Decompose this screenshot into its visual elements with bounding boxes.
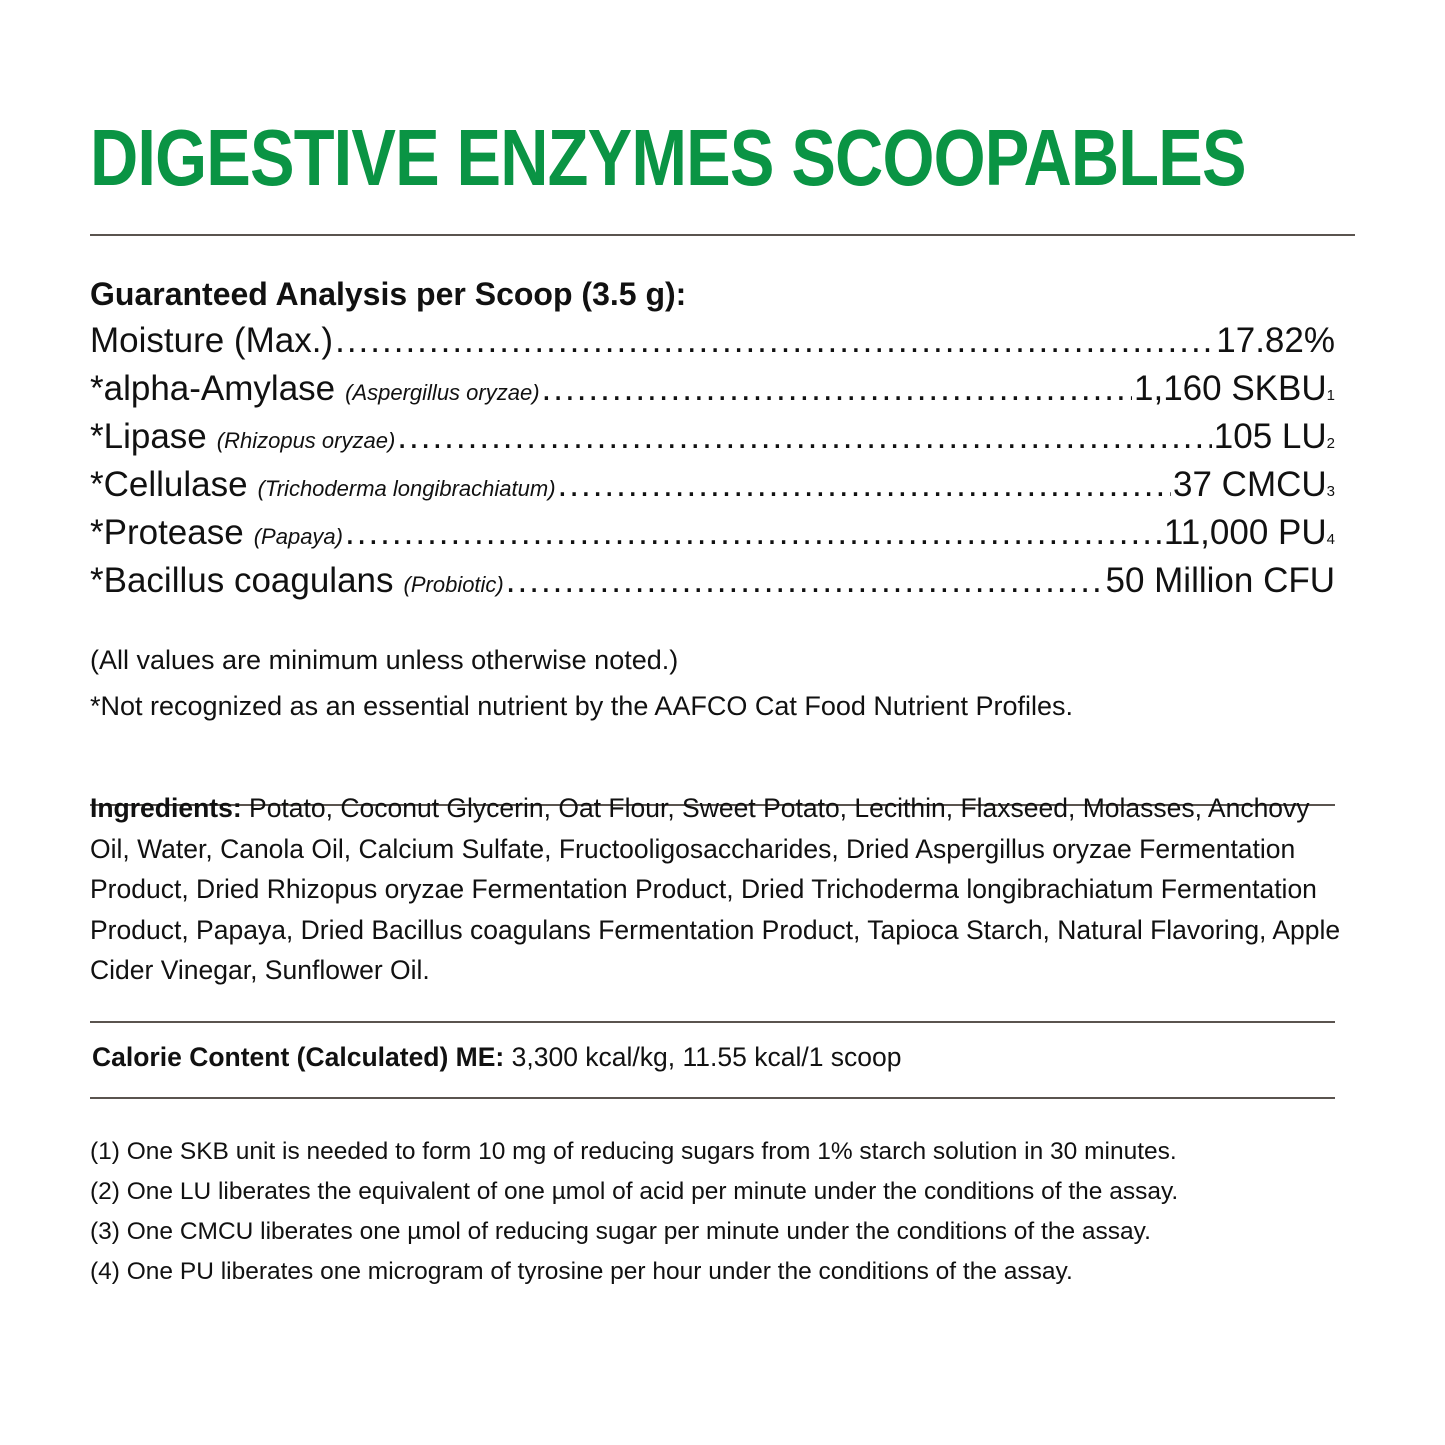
nutrient-source: (Trichoderma longibrachiatum)	[257, 476, 556, 501]
calorie-value: 3,300 kcal/kg, 11.55 kcal/1 scoop	[504, 1042, 902, 1072]
calorie-content: Calorie Content (Calculated) ME: 3,300 k…	[92, 1042, 902, 1073]
footnotes: (1) One SKB unit is needed to form 10 mg…	[90, 1132, 1178, 1292]
dot-leader	[397, 417, 1212, 457]
nutrient-value: 17.82%	[1216, 321, 1335, 360]
nutrient-name: Moisture (Max.)	[90, 321, 334, 360]
divider	[90, 1021, 1335, 1023]
footnote: (3) One CMCU liberates one µmol of reduc…	[90, 1218, 1151, 1245]
analysis-row: *Cellulase (Trichoderma longibrachiatum) 3…	[90, 465, 1335, 513]
nutrient-source: (Rhizopus oryzae)	[216, 428, 396, 453]
footnote-ref: 2	[1326, 435, 1335, 452]
nutrient-name: *Lipase	[90, 417, 207, 456]
divider	[90, 1097, 1335, 1099]
nutrient-value: 105 LU	[1213, 417, 1327, 456]
dot-leader	[542, 369, 1133, 409]
ingredients: Ingredients: Potato, Coconut Glycerin, O…	[90, 788, 1350, 991]
product-title: DIGESTIVE ENZYMES SCOOPABLES	[90, 113, 1247, 202]
nutrient-source: (Papaya)	[253, 524, 343, 549]
nutrient-source: (Aspergillus oryzae)	[345, 380, 540, 405]
analysis-table: Moisture (Max.) 17.82% *alpha-Amylase (Asp…	[90, 321, 1335, 609]
nutrient-name: *Protease	[90, 513, 244, 552]
nutrient-value: 11,000 PU	[1163, 513, 1327, 552]
footnote: (1) One SKB unit is needed to form 10 mg…	[90, 1138, 1177, 1165]
dot-leader	[506, 561, 1104, 601]
divider	[90, 804, 1335, 806]
aafco-note: *Not recognized as an essential nutrient…	[90, 691, 1073, 721]
analysis-row: *Lipase (Rhizopus oryzae) 105 LU2	[90, 417, 1335, 465]
calorie-label: Calorie Content (Calculated) ME:	[92, 1042, 505, 1072]
footnote: (2) One LU liberates the equivalent of o…	[90, 1178, 1179, 1205]
nutrient-value: 1,160 SKBU	[1134, 369, 1327, 408]
footnote-ref: 3	[1326, 483, 1335, 500]
nutrient-name: *Cellulase	[90, 465, 248, 504]
analysis-row: *Bacillus coagulans (Probiotic) 50 Million…	[90, 561, 1335, 609]
analysis-row: *Protease (Papaya) 11,000 PU4	[90, 513, 1335, 561]
nutrient-source: (Probiotic)	[403, 572, 504, 597]
footnote: (4) One PU liberates one microgram of ty…	[90, 1258, 1073, 1285]
nutrient-name: *Bacillus coagulans	[90, 561, 394, 600]
ingredients-label: Ingredients:	[90, 793, 242, 823]
dot-leader	[558, 465, 1171, 505]
analysis-row: *alpha-Amylase (Aspergillus oryzae) 1,160 …	[90, 369, 1335, 417]
analysis-row: Moisture (Max.) 17.82%	[90, 321, 1335, 369]
nutrient-value: 37 CMCU	[1173, 465, 1327, 504]
footnote-ref: 1	[1326, 387, 1335, 404]
minimum-note: (All values are minimum unless otherwise…	[90, 645, 679, 675]
analysis-heading: Guaranteed Analysis per Scoop (3.5 g):	[90, 276, 687, 312]
footnote-ref: 4	[1326, 531, 1335, 548]
ingredients-text: Potato, Coconut Glycerin, Oat Flour, Swe…	[90, 793, 1341, 985]
dot-leader	[345, 513, 1162, 553]
nutrient-name: *alpha-Amylase	[90, 369, 336, 408]
nutrient-value: 50 Million CFU	[1105, 561, 1336, 600]
divider	[90, 234, 1355, 236]
dot-leader	[335, 321, 1214, 361]
